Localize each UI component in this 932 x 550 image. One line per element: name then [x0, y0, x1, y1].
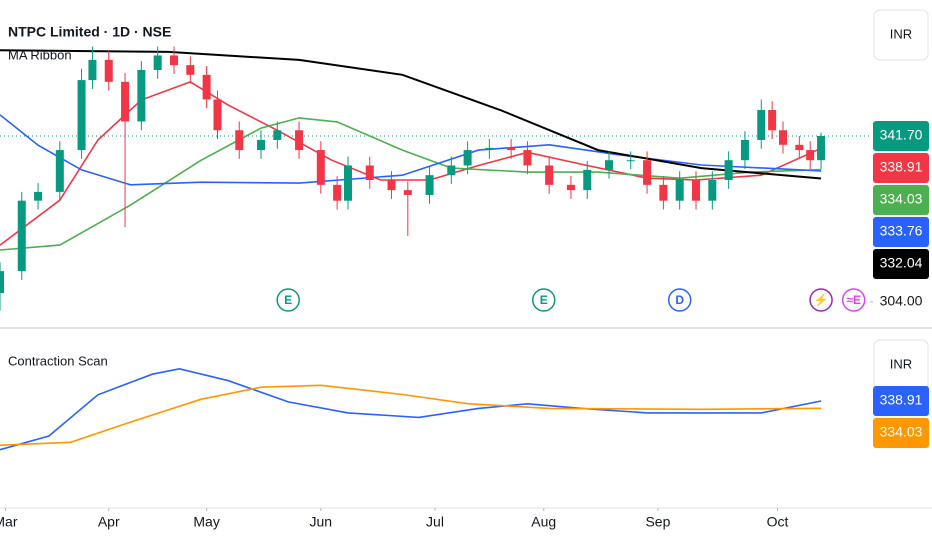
- candle-body: [463, 150, 472, 166]
- event-label: D: [675, 293, 684, 307]
- candle-body: [403, 190, 412, 195]
- x-tick-label: May: [193, 514, 219, 530]
- candle-body: [202, 74, 211, 100]
- candle-body: [295, 130, 304, 151]
- event-marker[interactable]: [532, 288, 556, 312]
- candle-body: [659, 184, 668, 201]
- currency-label: INR: [890, 26, 912, 41]
- candle-body: [692, 180, 700, 201]
- candle-body: [507, 147, 516, 151]
- x-tick-label: Aug: [531, 514, 556, 530]
- ma-line: [0, 117, 822, 251]
- ma-line: [0, 114, 822, 186]
- price-tag: [873, 385, 929, 416]
- x-tick-label: Sep: [645, 514, 670, 530]
- candle-body: [333, 184, 342, 201]
- ma-line: [0, 49, 822, 180]
- candle-body: [0, 271, 4, 294]
- candle-body: [545, 165, 554, 185]
- candle-body: [344, 165, 352, 201]
- candle-body: [724, 160, 733, 181]
- candle-body: [768, 110, 777, 131]
- candle-body: [121, 81, 130, 122]
- price-tag-label: 338.91: [880, 392, 923, 408]
- event-label: ⚡: [814, 293, 829, 307]
- price-tag-label: 333.76: [880, 223, 923, 239]
- event-marker[interactable]: [809, 288, 833, 312]
- price-tag-label: 341.70: [880, 127, 923, 143]
- candle-body: [566, 184, 575, 191]
- currency-button[interactable]: [873, 9, 929, 61]
- chart-title: NTPC Limited · 1D · NSE: [8, 24, 171, 40]
- event-marker[interactable]: [841, 288, 866, 312]
- price-tag-label: 338.91: [880, 159, 923, 175]
- event-label: ≈E: [846, 293, 861, 307]
- candle-body: [425, 175, 434, 195]
- candle-body: [757, 110, 766, 140]
- candle-body: [17, 200, 26, 272]
- candle-body: [273, 130, 282, 140]
- x-tick-label: Jun: [310, 514, 333, 530]
- candle-body: [675, 180, 684, 201]
- candle-body: [213, 99, 222, 131]
- price-tag: [873, 184, 929, 215]
- candle-body: [806, 150, 815, 161]
- price-tag: [873, 216, 929, 247]
- price-tag-label: 334.03: [880, 424, 923, 440]
- candle-body: [605, 160, 613, 170]
- candle-body: [104, 59, 113, 82]
- candle-body: [77, 80, 86, 151]
- candle-body: [34, 191, 43, 201]
- price-tag: [873, 417, 929, 448]
- candle-body: [626, 160, 635, 162]
- indicator-name: Contraction Scan: [8, 353, 108, 368]
- candle-body: [447, 165, 456, 176]
- candle-body: [795, 144, 804, 151]
- candle-body: [137, 69, 146, 122]
- candle-body: [170, 55, 178, 66]
- candle-body: [740, 139, 749, 161]
- candle-body: [523, 150, 532, 166]
- candle-body: [583, 169, 592, 191]
- y-tick-label: 304.00: [880, 293, 923, 309]
- indicator-name: MA Ribbon: [8, 47, 72, 62]
- candle-body: [817, 135, 826, 161]
- price-tag-label: 332.04: [880, 255, 923, 271]
- event-marker[interactable]: [276, 288, 300, 312]
- x-tick-label: Apr: [98, 514, 120, 530]
- price-tag-label: 334.03: [880, 191, 923, 207]
- x-tick-label: Mar: [0, 514, 18, 530]
- candle-body: [485, 147, 494, 151]
- candle-body: [708, 180, 717, 201]
- candle-body: [186, 65, 195, 75]
- candle-body: [316, 150, 325, 185]
- candle-body: [153, 55, 162, 70]
- x-tick-label: Jul: [426, 514, 444, 530]
- candle-body: [235, 130, 244, 151]
- ma-line: [0, 367, 822, 451]
- currency-label: INR: [890, 356, 912, 371]
- candle-body: [365, 165, 374, 181]
- price-tag: [873, 152, 929, 183]
- ma-line: [0, 384, 822, 446]
- candle-body: [779, 130, 787, 145]
- candle-body: [257, 139, 265, 151]
- candle-body: [88, 59, 97, 81]
- event-label: E: [540, 293, 548, 307]
- price-tag: [873, 120, 929, 151]
- candle-body: [387, 180, 396, 191]
- x-tick-label: Oct: [767, 514, 789, 530]
- price-tag: [873, 248, 929, 279]
- candle-body: [55, 150, 64, 192]
- event-label: E: [284, 293, 292, 307]
- event-marker[interactable]: [667, 288, 692, 312]
- candle-body: [643, 160, 652, 185]
